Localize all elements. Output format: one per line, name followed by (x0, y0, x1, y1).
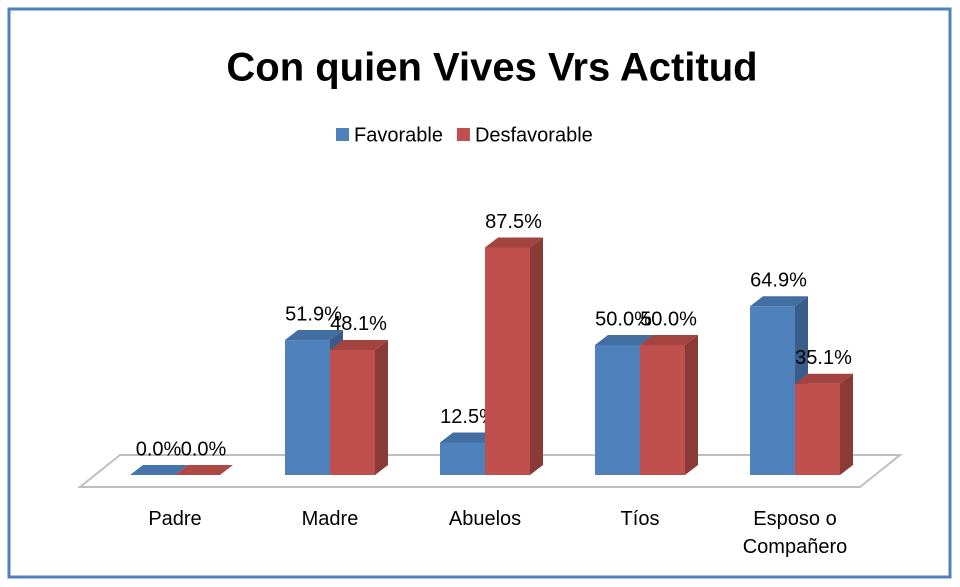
legend-label: Desfavorable (475, 124, 593, 146)
bar-side (840, 373, 853, 475)
data-label: 51.9% (285, 303, 342, 325)
bar-top (750, 296, 808, 307)
category-text: Tíos (620, 508, 660, 530)
x-tick-label: Abuelos (448, 508, 522, 530)
bar-side (685, 335, 698, 475)
bar (330, 339, 388, 475)
bar (175, 465, 233, 475)
bar-front (285, 340, 330, 475)
bar-top (640, 335, 698, 345)
bar-top (175, 465, 233, 475)
legend-swatch (336, 128, 349, 141)
bar-front (750, 306, 795, 475)
bar-side (530, 237, 543, 475)
data-label: 0.0% (181, 438, 227, 460)
data-label: 64.9% (750, 270, 807, 292)
bar-top (795, 373, 853, 384)
bar-top (285, 330, 343, 341)
bar (130, 465, 188, 475)
legend-label: Favorable (354, 124, 443, 146)
category-text: Abuelos (448, 508, 522, 530)
data-label: 48.1% (330, 313, 387, 335)
bar-front (440, 442, 485, 475)
data-label: 50.0% (595, 308, 652, 330)
x-tick-label: Tíos (620, 508, 660, 530)
bar-side (375, 339, 388, 475)
x-tick-label: Esposo o Compañero (742, 508, 848, 558)
bar-top (130, 465, 188, 475)
data-label: 50.0% (640, 308, 697, 330)
bar-front (330, 349, 375, 475)
x-tick-label: Padre (148, 508, 202, 530)
bar (640, 335, 698, 475)
bar-top (595, 335, 653, 345)
category-text: Madre (301, 508, 359, 530)
legend: Favorable Desfavorable (336, 124, 593, 146)
data-label: 12.5% (440, 406, 497, 428)
bar-front (485, 247, 530, 475)
bar-top (330, 339, 388, 350)
x-tick-label: Madre (301, 508, 359, 530)
data-label: 87.5% (485, 211, 542, 233)
legend-swatch (456, 128, 470, 141)
chart-title: Con quien Vives Vrs Actitud (226, 46, 757, 90)
bar-front (795, 383, 840, 475)
bar-front (640, 345, 685, 475)
category-text: Esposo o Compañero (742, 508, 848, 558)
frame (7, 7, 952, 579)
data-label: 0.0% (136, 438, 182, 460)
category-text: Padre (148, 508, 202, 530)
bar-top (485, 237, 543, 248)
bar (485, 237, 543, 475)
bar (795, 373, 853, 475)
bar-top (440, 432, 498, 443)
bar-front (595, 345, 640, 475)
data-label: 35.1% (795, 347, 852, 369)
